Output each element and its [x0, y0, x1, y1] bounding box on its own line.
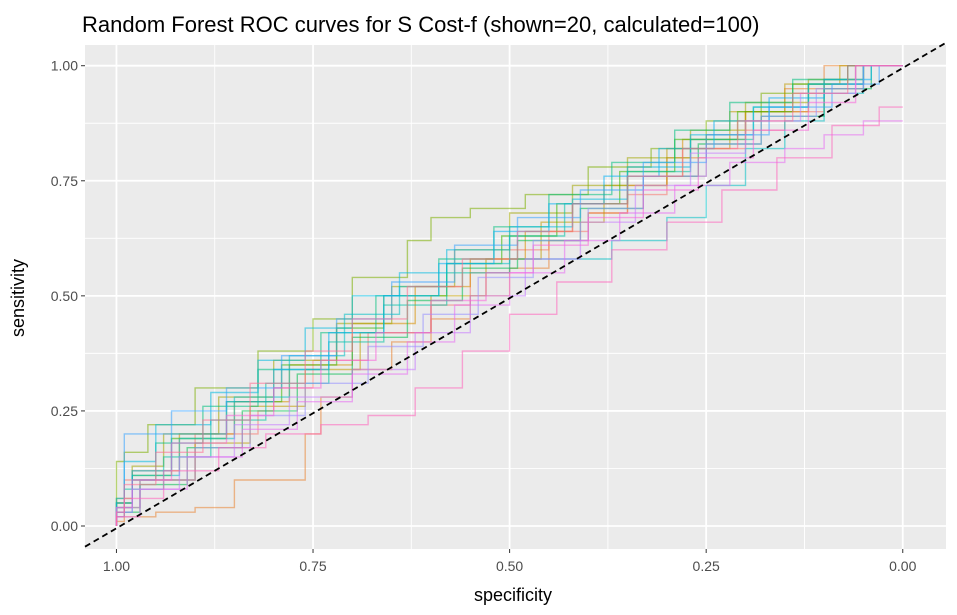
- x-tick-label: 0.75: [299, 558, 326, 574]
- y-tick-label: 0.75: [51, 173, 78, 189]
- x-tick-label: 0.25: [693, 558, 720, 574]
- minor-gridlines: [85, 45, 946, 549]
- roc-curve: [115, 65, 903, 526]
- roc-curve: [115, 106, 903, 526]
- chart-title: Random Forest ROC curves for S Cost-f (s…: [82, 12, 759, 37]
- x-tick-label: 1.00: [103, 558, 130, 574]
- roc-curve: [115, 65, 903, 526]
- x-axis: 1.00 0.75 0.50 0.25 0.00: [103, 549, 917, 574]
- roc-curve: [115, 120, 903, 526]
- y-axis-title: sensitivity: [8, 259, 28, 337]
- roc-curve: [115, 65, 903, 526]
- x-tick-label: 0.00: [889, 558, 916, 574]
- roc-curve: [115, 65, 903, 526]
- y-axis: 0.00 0.25 0.50 0.75 1.00: [51, 58, 85, 534]
- roc-curve: [115, 65, 903, 526]
- x-tick-label: 0.50: [496, 558, 523, 574]
- roc-curve: [115, 65, 903, 526]
- plot-panel: [85, 45, 946, 549]
- x-axis-title: specificity: [474, 585, 552, 605]
- roc-curve: [115, 65, 903, 526]
- y-tick-label: 0.25: [51, 403, 78, 419]
- y-tick-label: 0.00: [51, 518, 78, 534]
- chance-diagonal-line: [84, 41, 947, 548]
- y-tick-label: 0.50: [51, 288, 78, 304]
- roc-curves: [115, 65, 903, 526]
- y-tick-label: 1.00: [51, 58, 78, 74]
